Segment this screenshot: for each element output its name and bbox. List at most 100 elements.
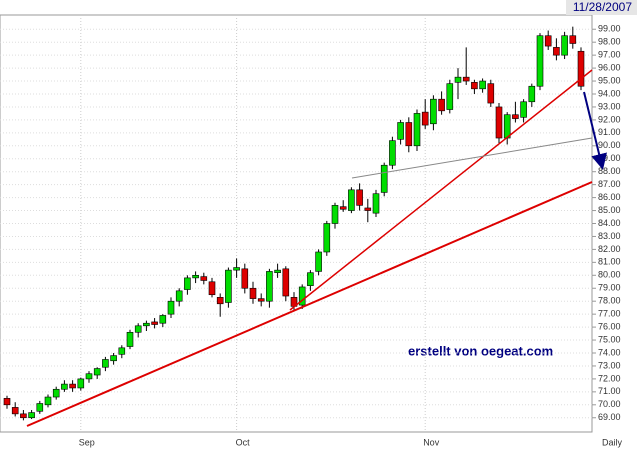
- candle-body: [528, 85, 536, 103]
- y-tick-label: 87.00: [598, 179, 621, 189]
- x-tick-label: Nov: [423, 437, 440, 447]
- candle-body: [241, 268, 249, 289]
- candle-body: [454, 76, 462, 83]
- candle-body: [249, 287, 257, 299]
- y-tick-label: 99.00: [598, 24, 621, 34]
- candle-body: [364, 207, 372, 211]
- arrow: [583, 91, 607, 170]
- candle-body: [446, 83, 454, 110]
- y-tick-label: 78.00: [598, 296, 621, 306]
- candle-body: [356, 189, 363, 206]
- candle-body: [331, 205, 339, 224]
- candle-body: [339, 206, 347, 210]
- candle-body: [208, 281, 216, 296]
- candle-body: [167, 300, 175, 315]
- candle-body: [323, 223, 331, 253]
- candle-body: [520, 101, 527, 118]
- candle-body: [282, 268, 290, 297]
- x-axis-label: Daily: [602, 437, 623, 447]
- candle-body: [266, 271, 273, 302]
- plot-area: [0, 14, 593, 433]
- candle-body: [159, 315, 167, 324]
- annotation: erstellt von oegeat.com: [408, 343, 553, 358]
- candle-body: [471, 82, 478, 90]
- candle-body: [257, 298, 265, 302]
- candle-body: [462, 76, 470, 82]
- candle-body: [389, 140, 396, 166]
- y-tick-label: 74.00: [598, 347, 621, 357]
- trend-line: [26, 181, 593, 427]
- candle-body: [11, 407, 19, 415]
- y-tick-label: 94.00: [598, 88, 621, 98]
- y-tick-label: 72.00: [598, 373, 621, 383]
- candle-body: [134, 325, 142, 333]
- candle-body: [561, 35, 568, 56]
- y-tick-label: 80.00: [598, 270, 621, 280]
- candle-body: [61, 383, 68, 390]
- candle-body: [495, 106, 503, 139]
- candle-body: [85, 373, 93, 380]
- y-tick-label: 84.00: [598, 218, 621, 228]
- trend-line: [289, 69, 593, 311]
- y-tick-label: 93.00: [598, 101, 621, 111]
- candle-body: [430, 98, 437, 125]
- candle-body: [77, 378, 85, 389]
- y-tick-label: 75.00: [598, 334, 621, 344]
- y-tick-label: 71.00: [598, 386, 621, 396]
- y-tick-label: 96.00: [598, 62, 621, 72]
- candle-body: [225, 269, 232, 303]
- candle-body: [307, 272, 314, 286]
- y-tick-label: 76.00: [598, 321, 621, 331]
- x-tick-label: Oct: [236, 437, 251, 447]
- candle-body: [569, 35, 577, 44]
- candle-body: [52, 388, 60, 398]
- candle-body: [110, 355, 117, 362]
- candle-body: [438, 98, 445, 112]
- candle-body: [216, 297, 224, 305]
- candle-body: [233, 267, 240, 271]
- y-tick-label: 91.00: [598, 127, 621, 137]
- candle-body: [3, 398, 11, 406]
- x-tick-label: Sep: [79, 437, 95, 447]
- y-tick-label: 90.00: [598, 140, 621, 150]
- y-tick-label: 88.00: [598, 166, 621, 176]
- candle-body: [69, 383, 76, 389]
- candle-body: [512, 114, 519, 119]
- y-tick-label: 69.00: [598, 412, 621, 422]
- y-tick-label: 89.00: [598, 153, 621, 163]
- candle-body: [274, 269, 281, 274]
- y-tick-label: 81.00: [598, 257, 621, 267]
- y-tick-label: 82.00: [598, 244, 621, 254]
- candle-body: [348, 189, 355, 211]
- y-tick-label: 98.00: [598, 37, 621, 47]
- candle-body: [200, 276, 208, 281]
- candle-body: [151, 321, 158, 325]
- candle-body: [20, 413, 27, 419]
- y-tick-label: 85.00: [598, 205, 621, 215]
- y-tick-label: 86.00: [598, 192, 621, 202]
- candle-body: [28, 412, 35, 419]
- y-tick-label: 97.00: [598, 50, 621, 60]
- candle-body: [405, 122, 413, 147]
- candle-body: [175, 290, 183, 302]
- candle-body: [143, 322, 150, 327]
- trend-lines: [26, 69, 607, 427]
- candle-body: [487, 83, 495, 104]
- candle-body: [36, 403, 44, 412]
- y-tick-label: 79.00: [598, 283, 621, 293]
- y-tick-label: 92.00: [598, 114, 621, 124]
- candle-body: [536, 35, 544, 87]
- y-tick-label: 83.00: [598, 231, 621, 241]
- candle-body: [413, 113, 421, 147]
- candle-body: [192, 275, 199, 279]
- candle-body: [544, 35, 552, 47]
- y-tick-label: 95.00: [598, 75, 621, 85]
- candle-body: [93, 368, 101, 376]
- candle-body: [380, 164, 388, 193]
- title-box: [566, 0, 637, 15]
- candle-body: [184, 277, 191, 290]
- candle-body: [102, 359, 109, 368]
- candle-body: [397, 122, 404, 140]
- candle-body: [315, 251, 322, 272]
